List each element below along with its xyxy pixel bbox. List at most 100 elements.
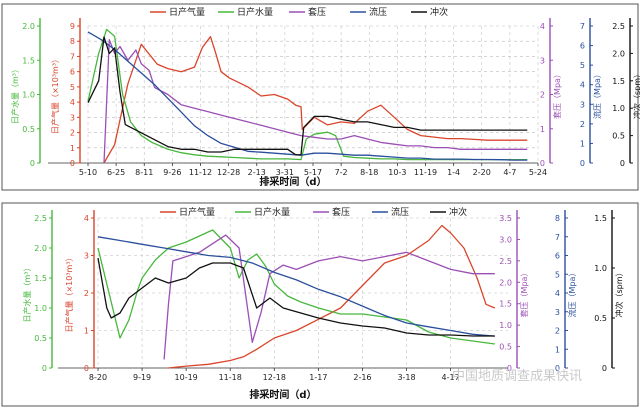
y-tick-label: 4 bbox=[555, 289, 560, 298]
y-tick-label: 0 bbox=[84, 364, 89, 373]
x-tick-label: 5-10 bbox=[79, 168, 97, 177]
x-tick-label: 8-20 bbox=[89, 373, 107, 382]
watermark-text: 中国地质调查成果快讯 bbox=[452, 369, 582, 384]
y-tick-label: 1 bbox=[84, 327, 89, 336]
y-tick-label: 0 bbox=[602, 364, 607, 373]
y-tick-label: 0 bbox=[42, 364, 47, 373]
y-tick-label: 3 bbox=[540, 56, 545, 65]
x-tick-label: 12-28 bbox=[217, 168, 240, 177]
y-tick-label: 1.0 bbox=[594, 264, 607, 273]
y-tick-label: 2.5 bbox=[612, 22, 625, 31]
x-axis-label: 排采时间（d） bbox=[259, 175, 326, 188]
legend-label: 冲次 bbox=[430, 6, 448, 18]
y-tick-label: 1 bbox=[70, 144, 75, 153]
y-tick-label: 2.5 bbox=[34, 214, 47, 223]
x-tick-label: 10-3 bbox=[388, 168, 406, 177]
y-axis-label: 冲次（spm） bbox=[632, 70, 640, 119]
y-axis-label: 日产气量（×10³m³） bbox=[64, 253, 74, 332]
y-tick-label: 1.0 bbox=[612, 104, 625, 113]
series-line-3 bbox=[87, 31, 528, 161]
legend-label: 套压 bbox=[332, 206, 350, 218]
y-tick-label: 1 bbox=[540, 125, 545, 134]
series-line-4 bbox=[87, 36, 528, 156]
y-tick-label: 1.5 bbox=[594, 214, 607, 223]
series-line-1 bbox=[168, 224, 496, 369]
legend-label: 日产水量 bbox=[254, 206, 290, 218]
x-tick-label: 11-19 bbox=[414, 168, 437, 177]
y-tick-label: 3 bbox=[555, 308, 560, 317]
series-line-2 bbox=[163, 234, 495, 360]
x-axis-label: 排采时间（d） bbox=[249, 388, 316, 401]
y-tick-label: 4 bbox=[540, 22, 545, 31]
x-tick-label: 2-20 bbox=[473, 168, 491, 177]
y-axis-label: 日产水量（m³） bbox=[10, 65, 20, 124]
y-tick-label: 0 bbox=[620, 159, 625, 168]
legend-label: 日产气量 bbox=[179, 206, 215, 218]
y-axis-label: 日产气量（×10³m³） bbox=[50, 55, 60, 134]
x-tick-label: 10-19 bbox=[175, 373, 198, 382]
x-tick-label: 4-7 bbox=[503, 168, 516, 177]
y-tick-label: 0 bbox=[555, 364, 560, 373]
x-tick-label: 2-13 bbox=[248, 168, 266, 177]
series-line-0 bbox=[97, 229, 495, 345]
y-tick-label: 6 bbox=[555, 252, 560, 261]
x-tick-label: 2-16 bbox=[353, 373, 371, 382]
y-tick-label: 7 bbox=[555, 233, 560, 242]
y-tick-label: 0.5 bbox=[22, 125, 35, 134]
legend-label: 流压 bbox=[391, 206, 409, 218]
x-tick-label: 5-24 bbox=[529, 168, 547, 177]
x-tick-label: 12-18 bbox=[263, 373, 286, 382]
y-tick-label: 1.5 bbox=[612, 77, 625, 86]
y-tick-label: 3 bbox=[70, 113, 75, 122]
y-tick-label: 2 bbox=[540, 91, 545, 100]
y-tick-label: 7 bbox=[580, 22, 585, 31]
y-tick-label: 3.0 bbox=[499, 235, 512, 244]
y-tick-label: 4 bbox=[580, 81, 585, 90]
x-tick-label: 9-19 bbox=[133, 373, 151, 382]
legend-label: 套压 bbox=[308, 6, 326, 18]
y-tick-label: 2 bbox=[580, 120, 585, 129]
x-tick-label: 5-17 bbox=[304, 168, 322, 177]
legend-label: 日产水量 bbox=[237, 6, 273, 18]
y-tick-label: 2.0 bbox=[22, 22, 35, 31]
y-tick-label: 5 bbox=[555, 270, 560, 279]
y-axis-label: 套压（Mpa） bbox=[519, 269, 529, 318]
y-tick-label: 2.0 bbox=[499, 278, 512, 287]
y-tick-label: 3.5 bbox=[499, 214, 512, 223]
y-tick-label: 1.5 bbox=[34, 274, 47, 283]
y-tick-label: 1 bbox=[580, 139, 585, 148]
y-tick-label: 1 bbox=[555, 345, 560, 354]
x-tick-label: 9-26 bbox=[163, 168, 181, 177]
chart-top: 5-10 6-25 8-11 9-26 11-12 12-28 2-13 3-31 5-17 7-… bbox=[1, 3, 640, 191]
chart-bottom: 8-20 9-19 10-19 11-18 12-18 1-17 2-16 3-18 4-17 0… bbox=[1, 202, 639, 407]
y-tick-label: 7 bbox=[70, 52, 75, 61]
series-line-1 bbox=[103, 36, 528, 164]
x-tick-label: 11-12 bbox=[189, 168, 212, 177]
y-tick-label: 0.5 bbox=[499, 343, 512, 352]
y-tick-label: 2 bbox=[84, 289, 89, 298]
series-line-4 bbox=[97, 257, 495, 337]
y-tick-label: 1.5 bbox=[499, 300, 512, 309]
y-tick-label: 8 bbox=[70, 37, 75, 46]
x-tick-label: 8-18 bbox=[360, 168, 378, 177]
x-tick-label: 1-4 bbox=[447, 168, 460, 177]
y-tick-label: 1.0 bbox=[22, 91, 35, 100]
y-axis-label: 流压（Mpa） bbox=[567, 269, 577, 318]
y-axis-label: 日产水量（m³） bbox=[22, 264, 32, 323]
legend-label: 日产气量 bbox=[169, 6, 205, 18]
y-tick-label: 0 bbox=[507, 364, 512, 373]
y-tick-label: 2.0 bbox=[34, 244, 47, 253]
y-tick-label: 1.0 bbox=[499, 321, 512, 330]
y-tick-label: 5 bbox=[70, 83, 75, 92]
y-tick-label: 5 bbox=[580, 61, 585, 70]
y-tick-label: 3 bbox=[580, 100, 585, 109]
y-tick-label: 1.0 bbox=[34, 304, 47, 313]
y-tick-label: 2 bbox=[70, 129, 75, 138]
x-tick-label: 8-11 bbox=[135, 168, 153, 177]
x-tick-label: 6-25 bbox=[107, 168, 125, 177]
x-tick-label: 3-18 bbox=[397, 373, 415, 382]
x-tick-label: 3-31 bbox=[276, 168, 294, 177]
y-tick-label: 4 bbox=[70, 98, 75, 107]
series-line-3 bbox=[97, 236, 495, 337]
